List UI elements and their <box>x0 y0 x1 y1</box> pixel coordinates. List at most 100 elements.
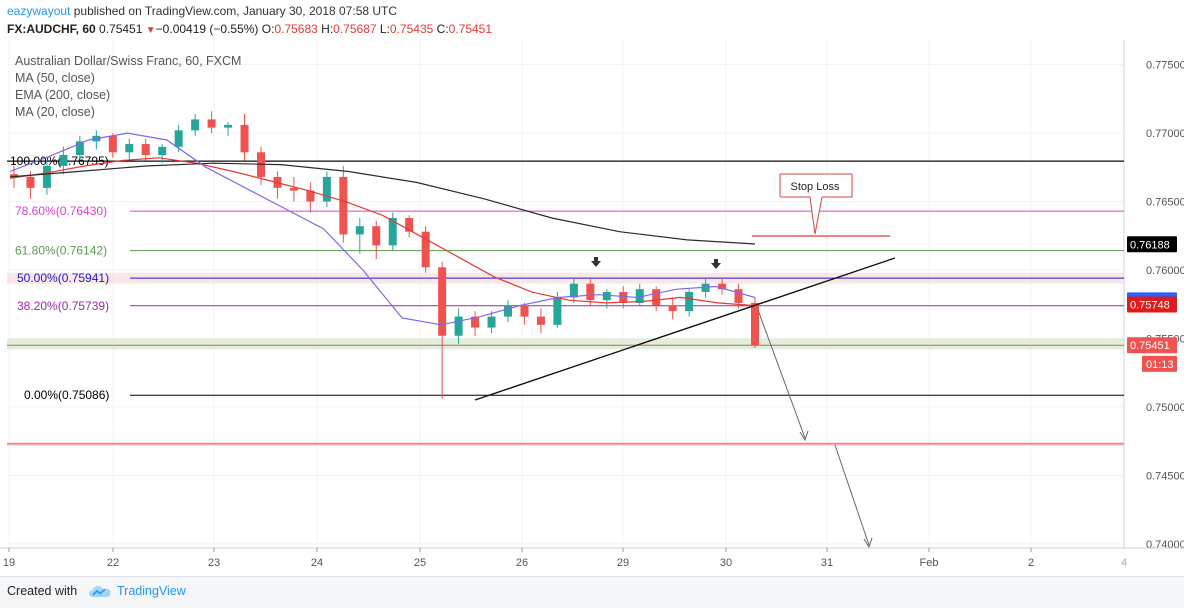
arrow-down-icon <box>591 257 601 267</box>
candle-body <box>306 190 315 202</box>
candle-body <box>108 135 117 153</box>
candle-body <box>718 283 727 290</box>
support-zone <box>7 338 1124 350</box>
x-tick-label: 30 <box>720 557 732 569</box>
price-axis-label-text: 01:13 <box>1146 359 1174 371</box>
close-value: 0.75451 <box>448 22 493 36</box>
x-tick-label: Feb <box>920 557 939 569</box>
price-axis-label <box>1127 236 1177 253</box>
arrow-down-icon <box>711 259 721 269</box>
legend-ema200[interactable]: EMA (200, close) <box>15 88 111 102</box>
trendline[interactable] <box>474 257 896 401</box>
x-tick-label: 26 <box>516 557 528 569</box>
candle-body <box>438 267 447 336</box>
tradingview-cloud-icon[interactable] <box>88 583 112 599</box>
low-label: L: <box>379 22 390 36</box>
candle-body <box>569 283 578 298</box>
y-tick-label: 0.76500 <box>1146 197 1184 209</box>
y-tick-label: 0.76000 <box>1146 265 1184 277</box>
price-axis-label-text: 0.75748 <box>1130 300 1170 312</box>
high-label: H: <box>321 22 334 36</box>
candle-body <box>553 297 562 325</box>
fib-level-label: 38.20%(0.75739) <box>17 299 109 313</box>
price-change: −0.00419 (−0.55%) <box>155 22 259 36</box>
candle-body <box>42 165 51 188</box>
candle-body <box>668 305 677 312</box>
candle-body <box>619 291 628 303</box>
candle-body <box>536 316 545 325</box>
price-axis-label-text: 0.75451 <box>1130 340 1170 352</box>
y-tick-label: 0.74500 <box>1146 470 1184 482</box>
candle-body <box>322 176 331 202</box>
candle-body <box>158 146 167 156</box>
open-value: 0.75683 <box>274 22 318 36</box>
x-tick-label: 24 <box>311 557 323 569</box>
x-tick-label: 31 <box>821 557 833 569</box>
legend-ma50[interactable]: MA (50, close) <box>15 71 95 85</box>
candle-body <box>207 119 216 128</box>
candle-body <box>174 130 183 147</box>
candle-body <box>289 187 298 191</box>
x-tick-label: 25 <box>414 557 426 569</box>
y-tick-label: 0.77500 <box>1146 60 1184 72</box>
candle-body <box>586 283 595 301</box>
candle-body <box>141 144 150 156</box>
indicator-legend: Australian Dollar/Swiss Franc, 60, FXCM … <box>15 53 241 121</box>
stop-loss-callout[interactable] <box>779 173 853 235</box>
x-tick-label: 23 <box>208 557 220 569</box>
published-text: published on TradingView.com, January 30… <box>73 4 398 18</box>
x-tick-label: 22 <box>107 557 119 569</box>
candle-body <box>635 289 644 303</box>
tradingview-brand[interactable]: TradingView <box>117 584 186 598</box>
projection-path <box>757 309 806 439</box>
open-label: O: <box>261 22 275 36</box>
x-tick-label: 4 <box>1121 557 1127 569</box>
candle-body <box>652 289 661 306</box>
fib-level-label: 50.00%(0.75941) <box>17 271 109 285</box>
ema200-line <box>9 162 756 245</box>
price-chart[interactable]: 0.775000.770000.765000.760000.755000.750… <box>0 0 1184 577</box>
candle-body <box>339 176 348 235</box>
fib-level-label: 0.00%(0.75086) <box>24 388 109 402</box>
x-tick-label: 29 <box>617 557 629 569</box>
y-tick-label: 0.74000 <box>1146 539 1184 551</box>
candle-body <box>454 316 463 336</box>
candle-body <box>751 302 759 346</box>
legend-ma20[interactable]: MA (20, close) <box>15 105 95 119</box>
x-tick-label: 19 <box>3 557 15 569</box>
candle-body <box>602 291 611 301</box>
candle-body <box>734 289 743 303</box>
projection-arrowhead <box>863 537 873 549</box>
candle-body <box>191 119 200 131</box>
x-tick-label: 2 <box>1028 557 1034 569</box>
ohlc-header: FX:AUDCHF, 60 0.75451 ▼−0.00419 (−0.55%)… <box>7 22 492 36</box>
candle-body <box>59 155 68 166</box>
publish-header: eazywayout published on TradingView.com,… <box>7 4 397 18</box>
price-axis-label <box>1142 355 1177 372</box>
candle-body <box>355 226 364 235</box>
footer-bar: Created with TradingView <box>0 576 1184 608</box>
price-axis-label-text: 0.76188 <box>1130 239 1170 251</box>
down-triangle-icon: ▼ <box>145 25 156 36</box>
price-axis-label <box>1127 296 1177 313</box>
low-value: 0.75435 <box>389 22 434 36</box>
candle-body <box>75 141 84 156</box>
symbol-label: FX:AUDCHF, 60 <box>7 22 96 36</box>
stop-loss-label: Stop Loss <box>791 181 840 193</box>
instrument-title: Australian Dollar/Swiss Franc, 60, FXCM <box>15 54 242 68</box>
candle-body <box>421 231 430 268</box>
fib-level-label: 78.60%(0.76430) <box>15 204 107 218</box>
candle-body <box>388 218 397 246</box>
candle-body <box>26 176 35 188</box>
y-tick-label: 0.75000 <box>1146 402 1184 414</box>
high-value: 0.75687 <box>333 22 377 36</box>
candle-body <box>471 316 480 328</box>
last-price: 0.75451 <box>99 22 143 36</box>
candle-body <box>504 305 512 317</box>
price-axis-label <box>1127 337 1177 354</box>
author-link[interactable]: eazywayout <box>7 4 71 18</box>
y-tick-label: 0.77000 <box>1146 128 1184 140</box>
candle-body <box>125 144 134 153</box>
close-label: C: <box>436 22 449 36</box>
ma50-line <box>9 157 756 307</box>
